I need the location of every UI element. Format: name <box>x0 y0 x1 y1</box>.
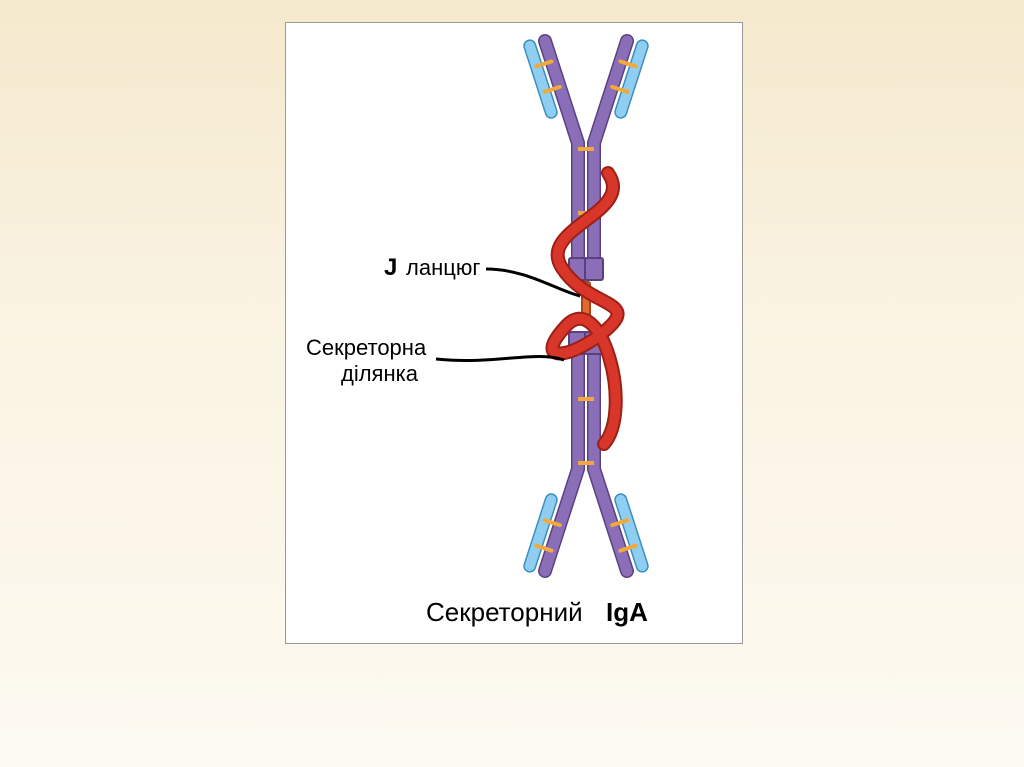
j-chain-label: ланцюг <box>406 255 480 280</box>
caption-prefix: Секреторний <box>426 597 583 627</box>
secretory-pointer <box>436 356 564 360</box>
secretory-label-line1: Секреторна <box>306 335 427 360</box>
j-chain-label-prefix: J <box>384 254 397 281</box>
slide-background: Jланцюг Секреторнаділянка Секреторний IgA <box>0 0 1024 767</box>
iga-diagram-svg: Jланцюг Секреторнаділянка Секреторний IgA <box>286 23 742 643</box>
iga-figure: Jланцюг Секреторнаділянка Секреторний IgA <box>285 22 743 644</box>
caption-suffix: IgA <box>606 597 648 627</box>
secretory-label-line2: ділянка <box>341 361 419 386</box>
